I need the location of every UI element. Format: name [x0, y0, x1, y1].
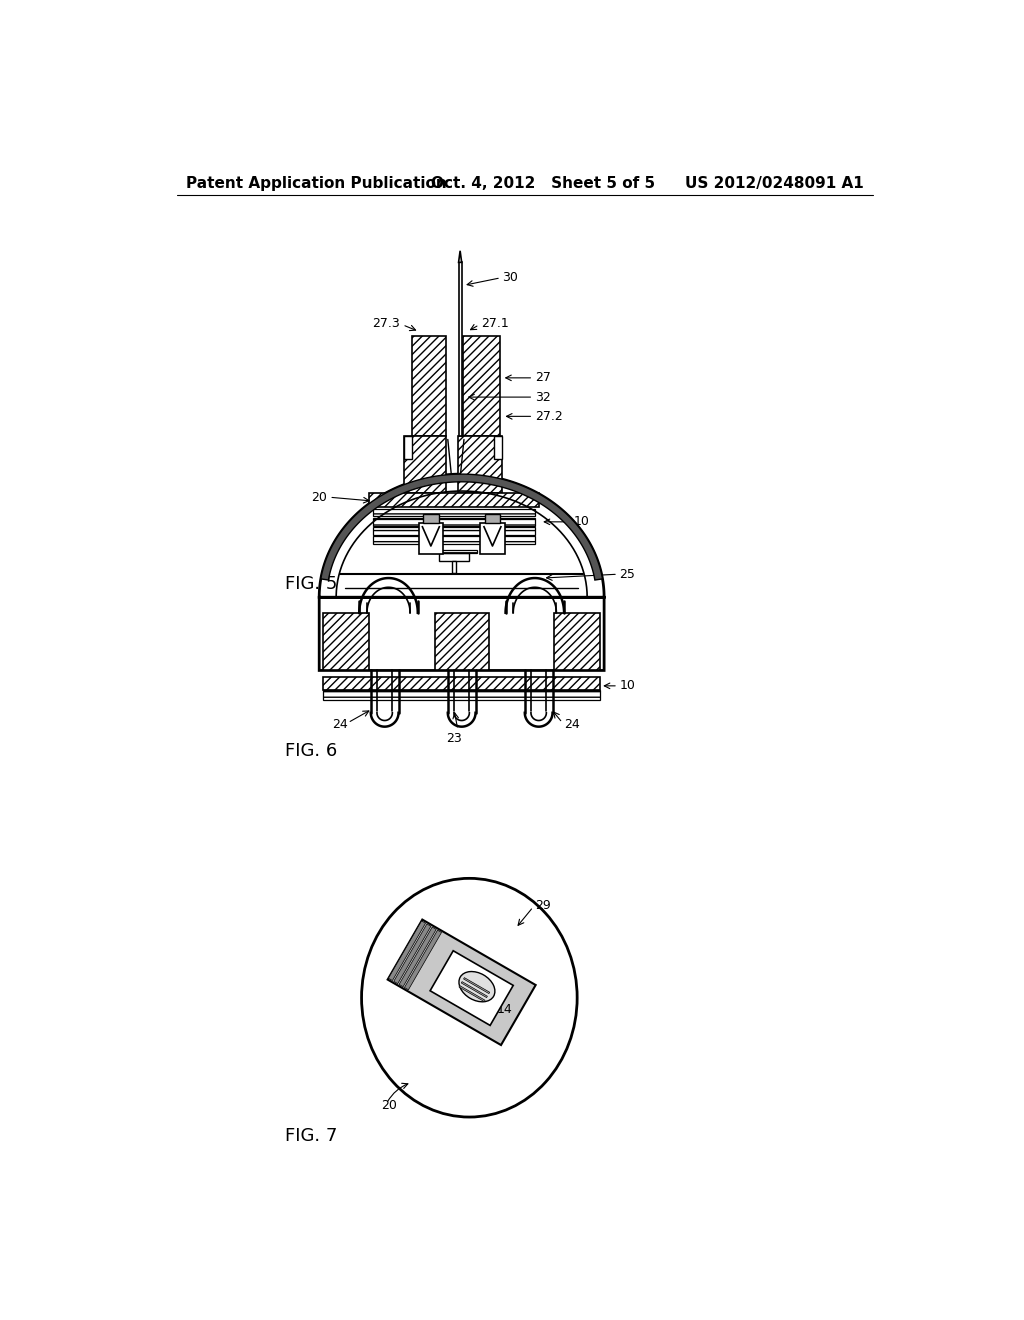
Bar — [388, 921, 426, 981]
Text: Oct. 4, 2012   Sheet 5 of 5: Oct. 4, 2012 Sheet 5 of 5 — [431, 176, 655, 190]
Text: 32: 32 — [535, 391, 551, 404]
Bar — [494, 436, 502, 459]
Bar — [373, 527, 535, 535]
Bar — [464, 978, 489, 994]
Text: 27.3: 27.3 — [373, 317, 400, 330]
Text: 23: 23 — [446, 733, 462, 744]
Ellipse shape — [361, 878, 578, 1117]
Polygon shape — [319, 474, 604, 671]
Bar — [480, 523, 505, 553]
Polygon shape — [321, 474, 602, 579]
Bar — [388, 920, 536, 1045]
Bar — [403, 436, 446, 494]
Text: FIG. 6: FIG. 6 — [285, 742, 337, 760]
Bar — [373, 536, 535, 544]
Bar — [373, 517, 535, 525]
Text: 14: 14 — [497, 1003, 512, 1016]
Text: US 2012/0248091 A1: US 2012/0248091 A1 — [685, 176, 863, 190]
Bar — [458, 436, 502, 494]
Text: 20: 20 — [311, 491, 327, 504]
Bar — [423, 513, 438, 523]
Bar — [370, 494, 539, 507]
Text: Patent Application Publication: Patent Application Publication — [186, 176, 446, 190]
Bar — [554, 612, 600, 671]
Text: 27.2: 27.2 — [535, 409, 562, 422]
Text: 24: 24 — [332, 718, 348, 731]
Bar — [323, 690, 600, 700]
Text: 10: 10 — [573, 515, 589, 528]
Bar — [438, 553, 469, 561]
Bar — [452, 561, 457, 573]
Text: 20: 20 — [381, 1100, 396, 1111]
Polygon shape — [459, 251, 462, 263]
Text: 30: 30 — [503, 271, 518, 284]
Bar — [459, 263, 463, 436]
Text: 24: 24 — [564, 718, 580, 731]
Bar — [323, 612, 370, 671]
Text: FIG. 7: FIG. 7 — [285, 1127, 337, 1146]
Text: 27.1: 27.1 — [481, 317, 509, 330]
Text: 25: 25 — [620, 568, 635, 581]
Text: FIG. 5: FIG. 5 — [285, 576, 337, 593]
Bar — [373, 508, 535, 516]
Text: 27: 27 — [535, 371, 551, 384]
Bar — [399, 927, 436, 987]
Text: 29: 29 — [535, 899, 551, 912]
Bar — [463, 335, 500, 436]
Bar — [403, 436, 412, 459]
Bar — [435, 612, 488, 671]
Text: 10: 10 — [620, 680, 635, 693]
Bar — [394, 924, 431, 983]
Bar — [323, 677, 600, 690]
Bar — [412, 335, 446, 436]
Bar — [431, 549, 477, 553]
Ellipse shape — [459, 972, 495, 1002]
Bar — [459, 986, 485, 1002]
Bar — [419, 523, 443, 553]
Bar — [404, 931, 441, 990]
Bar — [461, 982, 487, 998]
Bar — [484, 513, 500, 523]
Bar — [430, 950, 513, 1026]
